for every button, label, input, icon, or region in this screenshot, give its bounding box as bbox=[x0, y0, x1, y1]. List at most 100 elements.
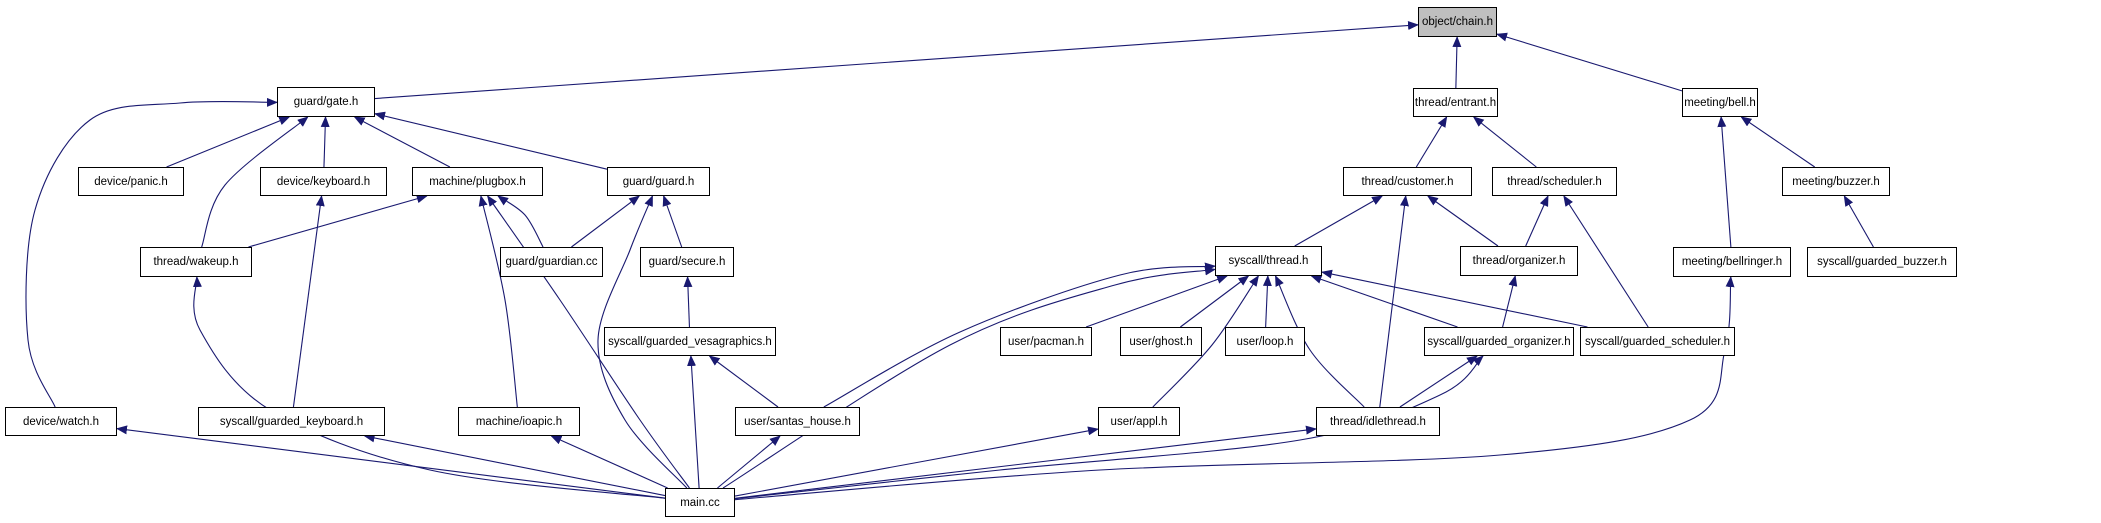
edge-main-to-gorganizer bbox=[734, 355, 1484, 500]
node-wakeup[interactable]: thread/wakeup.h bbox=[140, 247, 252, 277]
node-label: thread/idlethread.h bbox=[1330, 415, 1426, 428]
node-label: user/appl.h bbox=[1110, 415, 1168, 428]
edge-gkeyboard-to-keyboard bbox=[292, 195, 325, 408]
node-bellringer[interactable]: meeting/bellringer.h bbox=[1673, 247, 1791, 277]
node-vesagraphics[interactable]: syscall/guarded_vesagraphics.h bbox=[604, 327, 776, 356]
node-customer[interactable]: thread/customer.h bbox=[1343, 167, 1472, 196]
edge-guard-to-gate bbox=[374, 111, 608, 170]
node-label: syscall/guarded_keyboard.h bbox=[219, 415, 364, 428]
node-chain[interactable]: object/chain.h bbox=[1418, 7, 1497, 37]
node-entrant[interactable]: thread/entrant.h bbox=[1413, 88, 1498, 117]
edge-guardian-to-plugbox bbox=[497, 195, 544, 248]
edge-gscheduler-to-scheduler bbox=[1563, 195, 1649, 328]
node-label: syscall/thread.h bbox=[1228, 255, 1309, 267]
edge-secure-to-guard bbox=[662, 195, 683, 248]
node-sthread[interactable]: syscall/thread.h bbox=[1215, 246, 1322, 276]
node-watch[interactable]: device/watch.h bbox=[5, 407, 117, 436]
node-bell[interactable]: meeting/bell.h bbox=[1682, 88, 1758, 117]
node-secure[interactable]: guard/secure.h bbox=[640, 247, 734, 277]
edge-main-to-plugbox bbox=[487, 195, 690, 489]
edge-appl-to-sthread bbox=[1152, 275, 1259, 408]
node-label: device/watch.h bbox=[22, 415, 100, 428]
edge-wakeup-to-plugbox bbox=[248, 194, 428, 248]
node-guardian[interactable]: guard/guardian.cc bbox=[500, 247, 603, 277]
edge-main-to-bellringer bbox=[734, 276, 1735, 501]
node-idlethread[interactable]: thread/idlethread.h bbox=[1316, 407, 1440, 436]
edge-main-to-watch bbox=[116, 425, 666, 499]
node-gate[interactable]: guard/gate.h bbox=[277, 87, 375, 117]
edge-bellringer-to-bell bbox=[1717, 116, 1732, 248]
edge-vesagraphics-to-secure bbox=[683, 276, 693, 328]
edge-loop-to-sthread bbox=[1262, 275, 1272, 328]
edge-gscheduler-to-sthread bbox=[1321, 269, 1588, 328]
edge-main-to-wakeup bbox=[192, 276, 666, 499]
node-label: syscall/guarded_vesagraphics.h bbox=[608, 335, 772, 348]
edge-main-to-appl bbox=[734, 426, 1099, 497]
edge-gorganizer-to-organizer bbox=[1502, 275, 1518, 328]
node-organizer[interactable]: thread/organizer.h bbox=[1460, 246, 1578, 276]
node-ghost[interactable]: user/ghost.h bbox=[1120, 327, 1202, 356]
node-appl[interactable]: user/appl.h bbox=[1098, 407, 1180, 436]
node-label: meeting/buzzer.h bbox=[1792, 175, 1880, 188]
node-label: guard/secure.h bbox=[648, 256, 726, 268]
edge-plugbox-to-gate bbox=[353, 116, 451, 168]
edge-main-to-ioapic bbox=[550, 435, 668, 489]
edge-buzzer-to-bell bbox=[1740, 116, 1816, 168]
edge-ghost-to-sthread bbox=[1180, 275, 1250, 328]
node-ioapic[interactable]: machine/ioapic.h bbox=[458, 407, 580, 436]
edge-organizer-to-scheduler bbox=[1525, 195, 1549, 247]
node-guard[interactable]: guard/guard.h bbox=[607, 167, 710, 196]
edge-main-to-idlethread bbox=[734, 425, 1317, 499]
node-label: device/panic.h bbox=[94, 175, 168, 188]
node-main[interactable]: main.cc bbox=[665, 488, 735, 517]
node-label: object/chain.h bbox=[1422, 16, 1493, 28]
edge-idlethread-to-customer bbox=[1379, 195, 1409, 408]
edge-main-to-santas bbox=[717, 435, 781, 489]
node-label: meeting/bell.h bbox=[1684, 96, 1756, 109]
node-keyboard[interactable]: device/keyboard.h bbox=[260, 167, 387, 196]
node-santas[interactable]: user/santas_house.h bbox=[735, 407, 860, 436]
node-loop[interactable]: user/loop.h bbox=[1225, 327, 1305, 356]
node-gorganizer[interactable]: syscall/guarded_organizer.h bbox=[1424, 327, 1574, 356]
node-pacman[interactable]: user/pacman.h bbox=[1000, 327, 1092, 356]
edge-santas-to-sthread bbox=[823, 262, 1216, 408]
node-label: user/ghost.h bbox=[1129, 335, 1193, 348]
node-label: guard/gate.h bbox=[293, 96, 359, 108]
node-label: thread/entrant.h bbox=[1414, 96, 1497, 109]
node-gbuzzer[interactable]: syscall/guarded_buzzer.h bbox=[1807, 247, 1957, 277]
node-label: thread/organizer.h bbox=[1472, 255, 1566, 267]
edge-guardian-to-guard bbox=[571, 195, 641, 248]
edge-gorganizer-to-sthread bbox=[1310, 275, 1458, 328]
node-label: user/santas_house.h bbox=[744, 415, 851, 428]
node-panic[interactable]: device/panic.h bbox=[78, 167, 184, 196]
edge-idlethread-to-gorganizer bbox=[1399, 355, 1478, 408]
node-label: meeting/bellringer.h bbox=[1681, 256, 1783, 268]
edge-pacman-to-sthread bbox=[1085, 275, 1228, 328]
edge-main-to-vesagraphics bbox=[687, 355, 700, 489]
node-label: guard/guardian.cc bbox=[505, 256, 598, 268]
node-gkeyboard[interactable]: syscall/guarded_keyboard.h bbox=[198, 407, 385, 436]
node-label: syscall/guarded_organizer.h bbox=[1427, 335, 1571, 348]
node-buzzer[interactable]: meeting/buzzer.h bbox=[1782, 167, 1890, 196]
node-label: machine/ioapic.h bbox=[475, 415, 563, 428]
edge-gbuzzer-to-buzzer bbox=[1843, 195, 1874, 248]
node-label: user/pacman.h bbox=[1007, 335, 1085, 348]
node-label: thread/scheduler.h bbox=[1507, 175, 1602, 188]
node-label: syscall/guarded_scheduler.h bbox=[1584, 335, 1731, 348]
node-label: guard/guard.h bbox=[622, 175, 695, 188]
node-label: thread/customer.h bbox=[1361, 175, 1454, 188]
node-label: syscall/guarded_buzzer.h bbox=[1817, 256, 1947, 268]
edge-gate-to-chain bbox=[374, 21, 1419, 100]
node-gscheduler[interactable]: syscall/guarded_scheduler.h bbox=[1580, 327, 1735, 356]
node-label: machine/plugbox.h bbox=[429, 175, 526, 188]
node-plugbox[interactable]: machine/plugbox.h bbox=[412, 167, 543, 196]
edge-main-to-gkeyboard bbox=[363, 433, 666, 497]
edge-organizer-to-customer bbox=[1427, 195, 1499, 247]
node-scheduler[interactable]: thread/scheduler.h bbox=[1492, 167, 1617, 196]
edge-bell-to-chain bbox=[1496, 32, 1683, 92]
node-label: user/loop.h bbox=[1236, 335, 1294, 348]
edge-main-to-guard bbox=[597, 195, 688, 489]
edge-keyboard-to-gate bbox=[320, 116, 330, 168]
